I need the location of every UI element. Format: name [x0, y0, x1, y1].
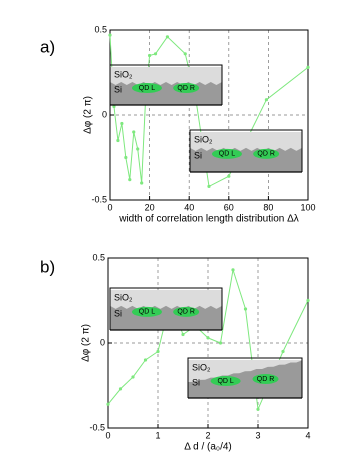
data-point [156, 349, 160, 354]
substrate-layer [110, 82, 222, 105]
data-point [306, 298, 310, 303]
data-point [128, 178, 132, 182]
substrate-layer [188, 360, 302, 398]
inset-frame [109, 287, 223, 330]
data-point [143, 358, 148, 362]
dot-label: QD L [139, 309, 155, 316]
substrate-label: Si [114, 308, 122, 318]
data-point [136, 147, 140, 151]
x-axis-label: Δ d / (a₀/4) [184, 442, 232, 453]
substrate-layer [190, 147, 302, 172]
data-point [108, 33, 112, 37]
x-axis-label: width of correlation length distribution… [118, 214, 299, 225]
y-tick-label: 0.5 [92, 252, 105, 262]
data-point [243, 307, 248, 311]
data-point [106, 402, 110, 406]
dot-label: QD L [219, 151, 235, 158]
inset-diagram: SiO₂ Si QD L QD R [109, 64, 223, 106]
data-point [206, 336, 210, 340]
dot-label: QD L [139, 85, 155, 92]
data-point [116, 138, 120, 143]
y-axis-label: Δφ (2 π) [83, 96, 94, 134]
data-point [112, 104, 116, 109]
dot-label: QD R [257, 376, 275, 383]
oxide-label: SiO₂ [194, 134, 213, 144]
panel-label: b) [40, 257, 55, 276]
quantum-dot [131, 306, 162, 317]
x-tick-label: 3 [255, 430, 260, 440]
oxide-label: SiO₂ [192, 362, 211, 372]
substrate-label: Si [192, 377, 200, 387]
substrate-layer [110, 305, 222, 330]
data-point [218, 341, 223, 345]
inset-diagram: SiO₂ Si QD L QD R [187, 357, 303, 399]
y-tick-label: 0 [100, 337, 105, 347]
x-tick-label: 1 [155, 430, 160, 440]
dot-label: QD R [177, 85, 195, 92]
data-point [264, 98, 269, 102]
data-point [256, 407, 260, 411]
data-point [118, 387, 123, 391]
data-point [165, 35, 170, 39]
oxide-label: SiO₂ [114, 69, 133, 79]
data-point [153, 52, 158, 56]
x-tick-label: 80 [263, 202, 273, 212]
y-tick-label: 0.5 [94, 24, 107, 34]
inset-diagram: SiO₂ Si QD L QD R [189, 129, 303, 173]
inset-frame [109, 64, 223, 105]
inset-frame [189, 129, 303, 172]
y-tick-label: -0.5 [91, 194, 107, 204]
x-tick-label: 2 [205, 430, 210, 440]
data-point [181, 332, 185, 337]
x-tick-label: 60 [224, 202, 234, 212]
data-point [140, 181, 144, 185]
quantum-dot [210, 376, 241, 386]
quantum-dot [211, 148, 242, 159]
data-point [227, 174, 231, 178]
inset-diagram: SiO₂ Si QD L QD R [109, 287, 223, 331]
x-tick-label: 0 [107, 202, 112, 212]
quantum-dot [173, 83, 200, 93]
oxide-label: SiO₂ [114, 292, 133, 302]
quantum-dot [173, 306, 200, 317]
dot-label: QD L [217, 378, 233, 385]
x-tick-label: 0 [105, 430, 110, 440]
data-point [183, 52, 187, 56]
data-point [207, 184, 211, 188]
y-tick-label: -0.5 [89, 422, 105, 432]
data-point [124, 155, 128, 160]
data-point [231, 268, 235, 272]
quantum-dot [131, 83, 162, 93]
data-point [132, 130, 136, 134]
dot-label: QD R [177, 309, 195, 316]
dot-label: QD R [257, 151, 275, 158]
x-tick-label: 100 [300, 202, 315, 212]
substrate-label: Si [114, 84, 122, 94]
x-tick-label: 40 [184, 202, 194, 212]
data-point [306, 65, 310, 69]
quantum-dot [252, 374, 279, 384]
panel-label: a) [40, 37, 55, 56]
y-tick-label: 0 [102, 109, 107, 119]
data-point [120, 121, 124, 126]
x-tick-label: 20 [145, 202, 155, 212]
x-tick-label: 4 [305, 430, 310, 440]
data-point [131, 375, 135, 379]
y-axis-label: Δφ (2 π) [81, 324, 92, 362]
data-point [281, 349, 285, 354]
quantum-dot [253, 148, 280, 159]
substrate-label: Si [194, 150, 202, 160]
inset-frame [187, 357, 303, 398]
data-point [148, 53, 152, 58]
